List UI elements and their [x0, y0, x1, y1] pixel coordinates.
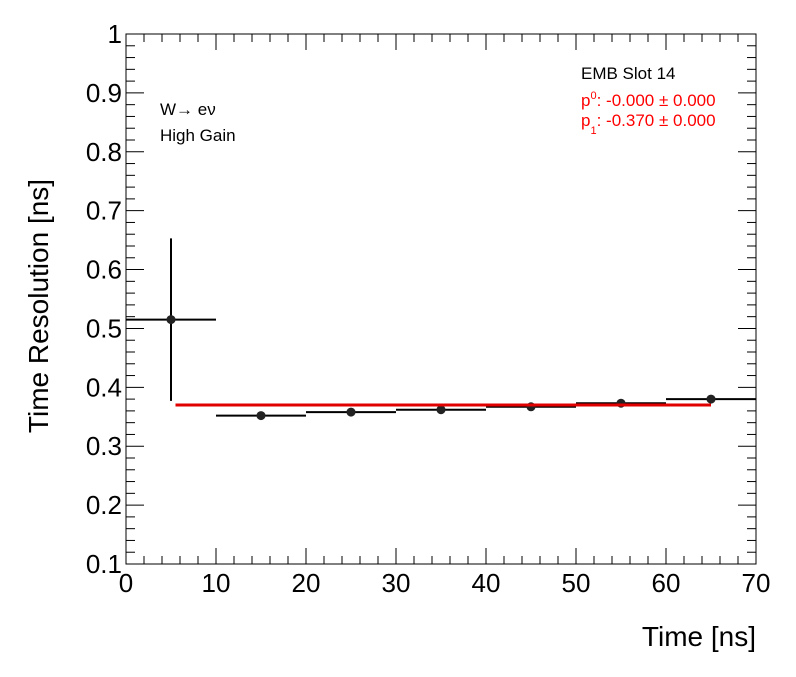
x-tick-label: 60 [652, 568, 681, 598]
data-marker [166, 315, 176, 325]
x-tick-label: 20 [292, 568, 321, 598]
y-tick-label: 0.7 [86, 196, 122, 226]
data-point [396, 405, 486, 415]
x-tick-label: 40 [472, 568, 501, 598]
y-tick-label: 1 [108, 19, 122, 49]
fit-param-p0: p0: -0.000 ± 0.000 [581, 90, 716, 110]
data-point [216, 411, 306, 421]
data-point [126, 238, 216, 401]
x-axis-title: Time [ns] [642, 621, 756, 652]
p1-index: 1 [590, 125, 596, 137]
data-marker [256, 411, 266, 421]
process-main: W [160, 100, 176, 119]
points-layer [126, 238, 756, 421]
y-tick-label: 0.4 [86, 372, 122, 402]
data-point [666, 394, 756, 404]
y-tick-label: 0.1 [86, 549, 122, 579]
y-axis-title: Time Resolution [ns] [23, 179, 54, 433]
x-tick-label: 10 [202, 568, 231, 598]
y-tick-label: 0.2 [86, 490, 122, 520]
data-point [306, 407, 396, 417]
y-tick-label: 0.5 [86, 313, 122, 343]
process-label: W→ eν [160, 100, 216, 119]
p1-text: : -0.370 ± 0.000 [597, 111, 716, 130]
process-arrow: → [176, 100, 193, 119]
data-marker [706, 394, 716, 404]
plot-frame [125, 33, 757, 565]
slot-label: EMB Slot 14 [581, 64, 676, 83]
p0-text: : -0.000 ± 0.000 [597, 91, 716, 110]
y-tick-label: 0.8 [86, 137, 122, 167]
x-tick-label: 70 [742, 568, 771, 598]
data-marker [346, 407, 356, 417]
y-tick-label: 0.3 [86, 431, 122, 461]
data-marker [436, 405, 446, 415]
p0-symbol: p [581, 91, 590, 110]
fit-param-p1: p1: -0.370 ± 0.000 [581, 111, 716, 137]
ticks-layer [125, 33, 757, 565]
process-products: eν [193, 100, 216, 119]
x-tick-label: 30 [382, 568, 411, 598]
y-tick-label: 0.6 [86, 255, 122, 285]
x-tick-label: 50 [562, 568, 591, 598]
y-tick-label: 0.9 [86, 78, 122, 108]
gain-label: High Gain [160, 126, 236, 145]
x-tick-label: 0 [119, 568, 133, 598]
p0-index: 0 [590, 90, 596, 102]
tick-labels-layer: 0 10 20 30 40 50 60 700.10.20.30.40.50.60.70.80… [86, 19, 771, 598]
p1-symbol: p [581, 111, 590, 130]
